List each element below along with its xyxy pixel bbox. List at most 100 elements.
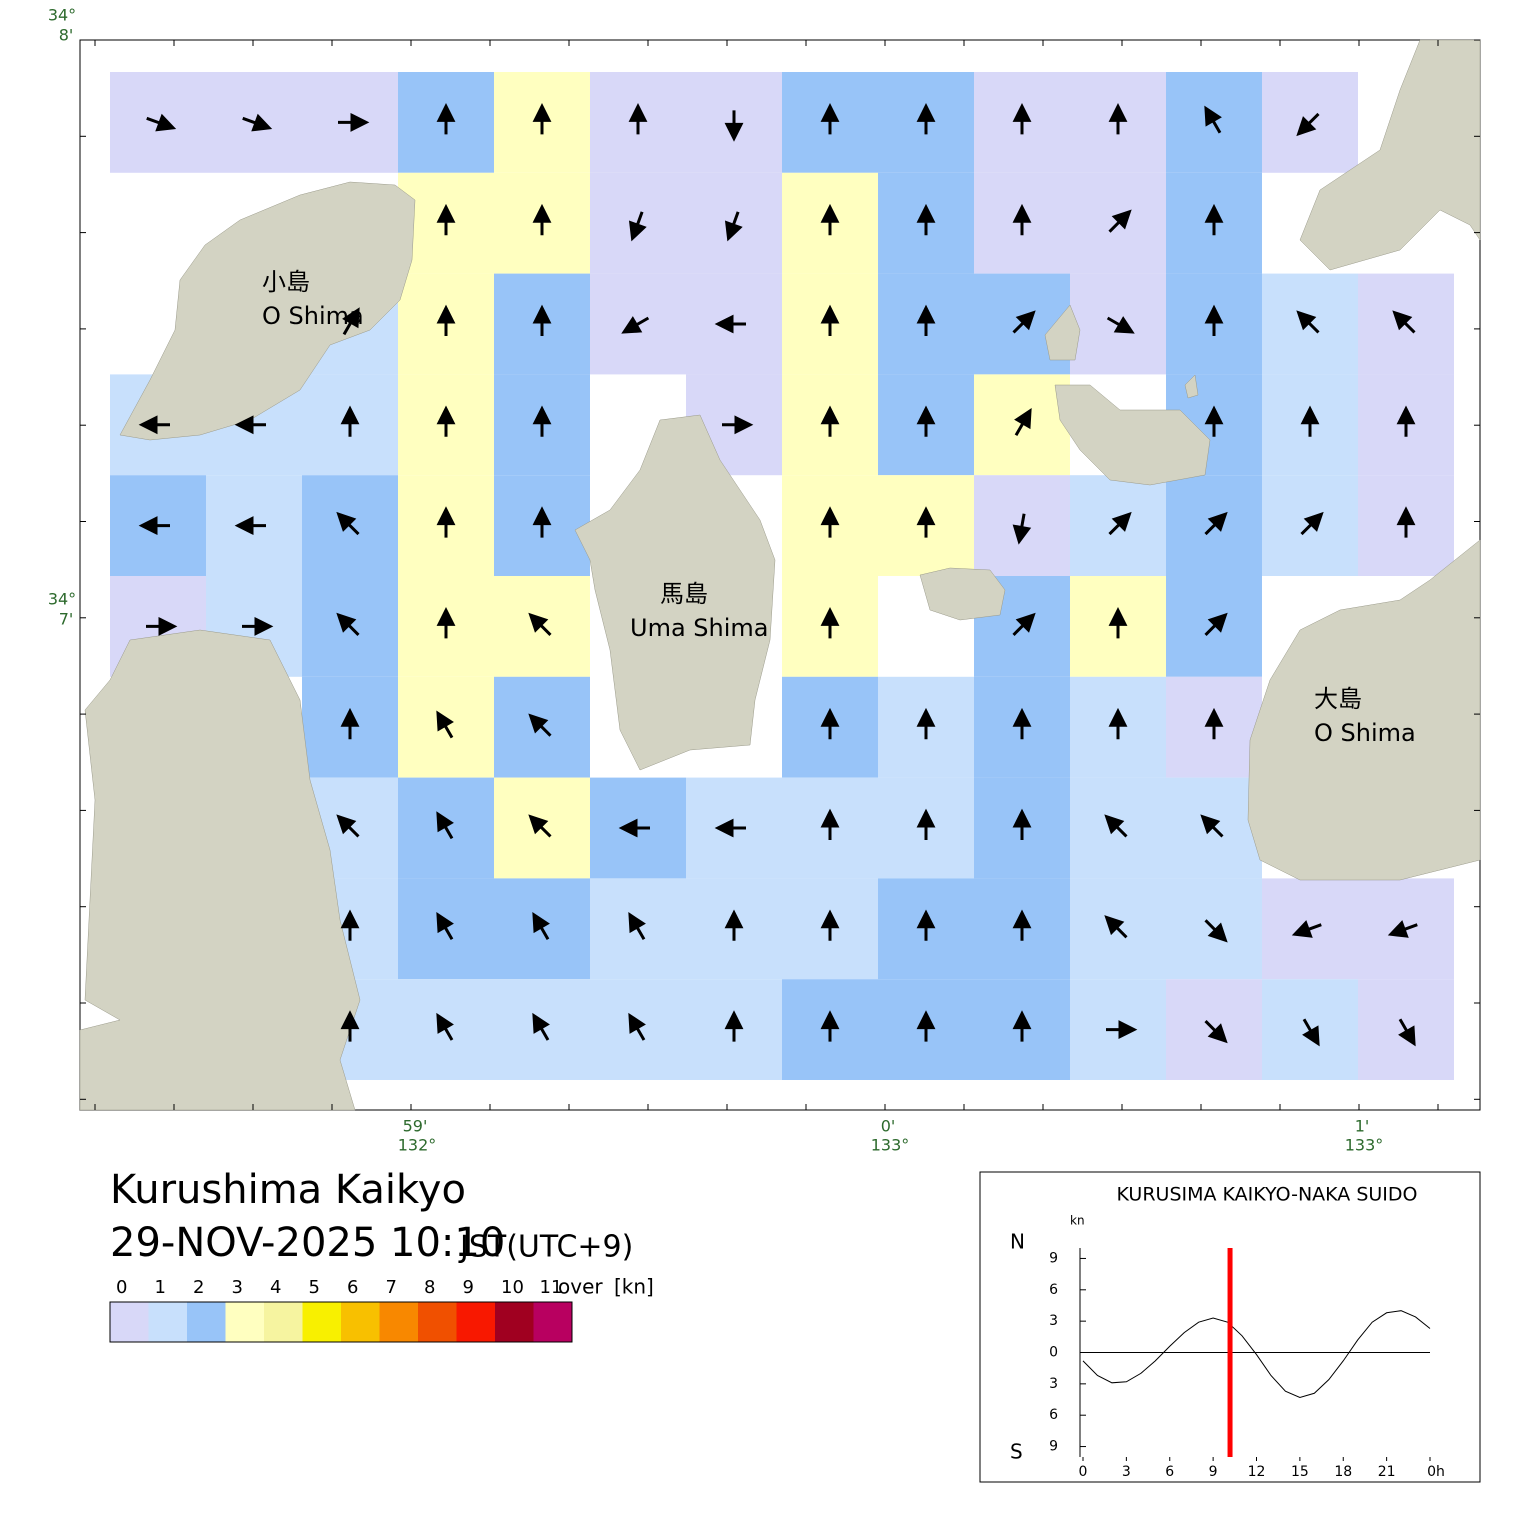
- current-arrow: [340, 1010, 360, 1042]
- current-arrow: [1387, 920, 1418, 938]
- legend-swatch: [187, 1302, 226, 1342]
- current-arrow: [1108, 607, 1128, 639]
- current-arrow: [820, 707, 840, 740]
- current-arrow: [916, 405, 936, 437]
- current-arrow: [436, 811, 454, 840]
- current-arrow: [820, 909, 840, 941]
- current-arrow: [436, 912, 454, 940]
- legend-label: 4: [270, 1277, 281, 1298]
- legend-swatch: [110, 1302, 149, 1342]
- current-arrow: [532, 103, 552, 135]
- land: [1044, 304, 1081, 361]
- current-arrow: [336, 612, 360, 636]
- current-arrow: [340, 707, 360, 740]
- legend-swatch: [495, 1302, 534, 1342]
- current-arrow: [1300, 405, 1320, 437]
- current-arrow: [1012, 1010, 1032, 1042]
- x-tick-label: 0h: [1427, 1464, 1445, 1480]
- current-arrow: [628, 103, 648, 135]
- legend-swatch: [225, 1302, 264, 1342]
- current-arrow: [242, 113, 273, 132]
- current-arrow: [820, 304, 840, 336]
- land: [1299, 39, 1481, 271]
- legend-swatch: [264, 1302, 303, 1342]
- place-name-ja: 小島: [262, 268, 310, 296]
- current-arrow: [340, 405, 360, 437]
- current-arrow: [628, 912, 646, 940]
- current-arrow: [916, 304, 936, 336]
- current-arrow: [722, 415, 754, 435]
- current-arrow: [1204, 707, 1224, 740]
- current-arrow: [1014, 408, 1032, 436]
- current-arrow: [336, 814, 360, 838]
- current-arrow: [1012, 909, 1032, 941]
- current-arrow: [532, 304, 552, 336]
- current-arrow: [820, 103, 840, 135]
- map-title: Kurushima Kaikyo: [110, 1167, 466, 1213]
- current-arrow: [1012, 103, 1032, 135]
- current-arrow: [1204, 511, 1228, 536]
- current-arrow: [340, 909, 360, 941]
- x-tick-label: 6: [1165, 1464, 1174, 1480]
- south-label: S: [1010, 1440, 1023, 1464]
- current-arrow: [436, 405, 456, 437]
- current-arrow: [1204, 919, 1228, 943]
- legend-swatch: [533, 1302, 572, 1342]
- current-arrow: [820, 1010, 840, 1042]
- lon-degree: 133°: [871, 1136, 910, 1155]
- current-arrow: [714, 818, 746, 838]
- current-arrow: [234, 516, 266, 536]
- current-arrow: [916, 1010, 936, 1042]
- current-arrow: [436, 203, 456, 236]
- current-arrow: [1108, 103, 1128, 135]
- current-arrow: [336, 511, 360, 536]
- current-arrow: [628, 211, 647, 242]
- lat-minute: 8': [59, 26, 74, 45]
- current-arrow: [242, 616, 274, 636]
- y-tick-label: 6: [1049, 1282, 1058, 1298]
- current-arrow: [724, 110, 744, 142]
- current-arrow: [820, 203, 840, 236]
- current-arrow: [1204, 304, 1224, 336]
- current-arrow: [1398, 1018, 1416, 1047]
- x-tick-label: 0: [1079, 1464, 1088, 1480]
- legend-swatch: [302, 1302, 341, 1342]
- datetime: 29-NOV-2025 10:10: [110, 1220, 505, 1266]
- current-arrow: [628, 1012, 646, 1041]
- current-arrow: [146, 616, 178, 636]
- legend-unit: [kn]: [614, 1275, 654, 1299]
- lat-minute: 7': [59, 610, 74, 629]
- current-arrow: [1296, 112, 1320, 137]
- current-arrow: [724, 211, 743, 242]
- x-tick-label: 18: [1334, 1464, 1352, 1480]
- x-tick-label: 12: [1248, 1464, 1266, 1480]
- lon-degree: 133°: [1345, 1136, 1384, 1155]
- place-name-en: O Shima: [262, 302, 364, 330]
- current-arrow: [1106, 316, 1135, 334]
- current-arrow: [342, 307, 360, 336]
- y-tick-label: 9: [1049, 1439, 1058, 1455]
- legend-label: 5: [309, 1277, 320, 1298]
- lon-minute: 59': [403, 1117, 428, 1136]
- current-arrow: [1200, 814, 1224, 838]
- lon-degree: 132°: [398, 1136, 437, 1155]
- place-name-en: O Shima: [1314, 719, 1416, 747]
- north-label: N: [1010, 1230, 1025, 1254]
- current-arrow: [436, 103, 456, 135]
- current-arrow: [532, 912, 550, 940]
- current-arrow: [1204, 612, 1228, 636]
- current-arrow: [138, 516, 170, 536]
- x-tick-label: 3: [1122, 1464, 1131, 1480]
- current-arrow: [1106, 1020, 1138, 1040]
- current-arrow: [532, 506, 552, 538]
- legend-swatch: [418, 1302, 457, 1342]
- current-arrow: [1108, 209, 1132, 233]
- legend-label: 2: [193, 1277, 204, 1298]
- current-arrow: [820, 607, 840, 639]
- legend-swatch: [456, 1302, 495, 1342]
- legend-swatch: [341, 1302, 380, 1342]
- current-arrow: [1104, 915, 1128, 939]
- current-arrow: [338, 112, 370, 132]
- lat-degree: 34°: [48, 590, 76, 609]
- legend-label: 11: [540, 1277, 563, 1298]
